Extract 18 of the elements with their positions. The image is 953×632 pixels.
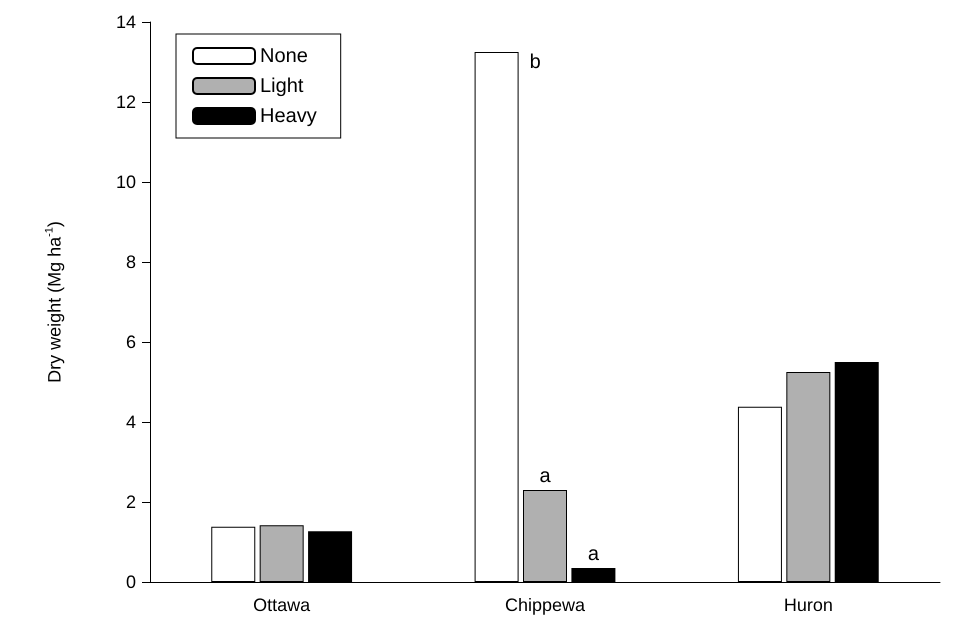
data-label: b bbox=[530, 51, 541, 73]
x-tick-label: Huron bbox=[784, 595, 833, 615]
data-label: a bbox=[588, 543, 600, 565]
legend-label: Light bbox=[260, 75, 304, 97]
y-axis-title: Dry weight (Mg ha-1) bbox=[44, 221, 64, 383]
y-tick-label: 8 bbox=[126, 252, 136, 272]
x-tick-label: Chippewa bbox=[504, 595, 586, 615]
y-tick-label: 0 bbox=[126, 572, 136, 592]
legend-label: None bbox=[260, 45, 308, 67]
y-tick-label: 4 bbox=[126, 412, 136, 432]
x-tick-label: Ottawa bbox=[253, 595, 312, 615]
y-tick-label: 6 bbox=[126, 332, 136, 352]
data-label: a bbox=[539, 465, 552, 487]
y-tick-label: 12 bbox=[116, 92, 136, 112]
y-tick-label: 10 bbox=[116, 172, 136, 192]
y-tick-label: 2 bbox=[126, 492, 136, 512]
y-tick-label: 14 bbox=[116, 12, 136, 32]
legend-label: Heavy bbox=[260, 105, 317, 127]
